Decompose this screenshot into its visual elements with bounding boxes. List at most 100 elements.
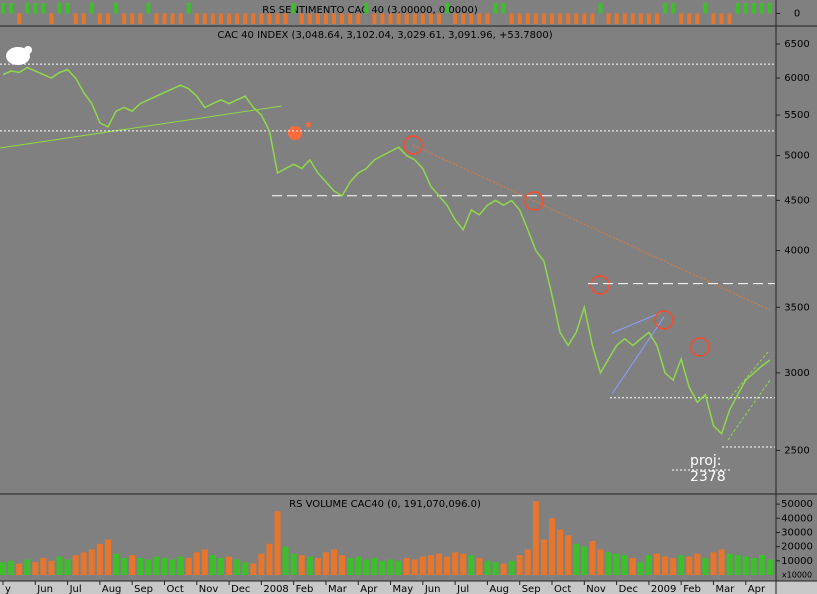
sentiment-bar [323,13,328,24]
x-tick-label: Sep [134,584,153,594]
volume-bar [32,562,39,575]
y-tick-label: 30000 [781,527,813,538]
sentiment-bar [566,13,571,24]
volume-bar [476,557,483,575]
x-tick-label: Nov [199,584,219,594]
y-tick-label: 4000 [784,246,809,257]
volume-bar [8,560,15,575]
volume-bar [524,549,531,575]
sentiment-bar [420,13,425,24]
sentiment-bar [412,13,417,24]
x-tick-label: Jun [424,584,441,594]
x-tick-label: Feb [683,584,701,594]
sentiment-bar [404,13,409,24]
sentiment-bar [81,13,86,24]
volume-bar [686,556,693,575]
y-tick-label: 10000 [781,556,813,567]
sentiment-bar [218,13,223,24]
volume-bar [217,557,224,575]
sentiment-bar [122,13,127,24]
volume-bar [40,557,47,575]
sentiment-bar [743,3,748,14]
sentiment-bar [1,3,5,14]
volume-bar [621,555,628,575]
volume-bar [129,555,136,575]
panel-title: RS VOLUME CAC40 (0, 191,070,096.0) [289,499,481,510]
volume-bar [274,511,281,575]
sentiment-bar [638,13,643,24]
x-tick-label: Mar [328,584,348,594]
sentiment-bar [768,3,772,14]
volume-bar [742,556,749,575]
volume-bar [540,539,547,575]
x-axis-strip [0,581,817,594]
volume-bar [347,557,354,575]
volume-bar [209,555,216,575]
y-tick-label: 0 [794,9,800,20]
sentiment-bar [606,13,611,24]
volume-bar [411,559,418,575]
sentiment-bar [759,3,764,14]
volume-bar [718,549,725,575]
volume-bar [605,552,612,575]
volume-bar [758,555,765,575]
volume-bar [250,563,257,575]
volume-bar [363,559,370,575]
sentiment-bar [525,13,530,24]
sad-face-icons [403,135,710,357]
sentiment-bar [541,13,546,24]
sentiment-bar [202,13,207,24]
sentiment-bar [380,13,385,24]
x-tick-label: Oct [166,584,183,594]
volume-bar [242,562,249,575]
volume-bar [169,559,176,575]
x-tick-label: Aug [102,584,122,594]
sentiment-bar [251,13,256,24]
sentiment-bar [671,3,676,14]
sentiment-bar [138,13,143,24]
sentiment-bar [558,13,563,24]
sentiment-bar [65,3,70,14]
volume-bar [282,546,289,575]
sentiment-bar [453,13,458,24]
volume-bar [88,549,95,575]
sentiment-bar [679,13,684,24]
volume-bar [145,559,152,575]
volume-bar [670,557,677,575]
sentiment-bar [719,13,724,24]
sentiment-bar [130,13,135,24]
y-tick-label: 20000 [781,542,813,553]
volume-bar [298,555,305,575]
sentiment-bar [267,13,272,24]
volume-bar [96,543,103,575]
volume-bar [484,560,491,575]
x-tick-label: 2009 [651,584,676,594]
volume-bar [24,559,31,575]
volume-bar [177,556,184,575]
sentiment-bar [154,13,159,24]
sentiment-bar [687,13,692,24]
volume-bar [403,557,410,575]
volume-bar [48,560,55,575]
volume-bar [266,543,273,575]
volume-bar [387,559,394,575]
sentiment-bar [428,13,433,24]
volume-bar [573,543,580,575]
volume-bar [532,501,539,575]
trend-line [611,312,661,334]
sentiment-bar [178,13,183,24]
volume-bar [589,540,596,575]
volume-bar [597,549,604,575]
sentiment-bar [517,13,522,24]
volume-bar [185,557,192,575]
sentiment-bar [364,3,369,14]
volume-bar [121,557,128,575]
sentiment-bar [275,13,280,24]
volume-bar [629,557,636,575]
volume-bar [452,552,459,575]
volume-bar [710,552,717,575]
sentiment-bar [614,13,619,24]
sentiment-bar [210,13,215,24]
volume-bar [694,553,701,575]
